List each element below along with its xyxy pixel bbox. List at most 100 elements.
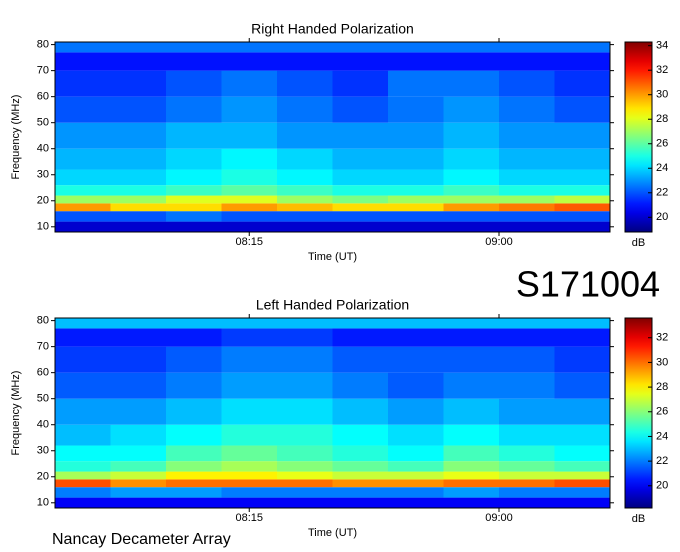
heatmap-cell	[277, 445, 333, 462]
x-tick-label: 09:00	[485, 236, 513, 248]
heatmap-cell	[55, 221, 111, 232]
y-axis-label: Frequency (MHz)	[10, 95, 22, 180]
heatmap-cell	[499, 461, 555, 472]
heatmap-cell	[388, 497, 444, 508]
colorbar-tick-label: 20	[656, 480, 668, 492]
heatmap-cell	[221, 122, 277, 149]
heatmap-cell	[554, 424, 610, 446]
heatmap-cell	[55, 148, 111, 170]
colorbar-tick-label: 32	[656, 332, 668, 344]
colorbar-tick-label: 34	[656, 40, 668, 52]
heatmap-cell	[277, 221, 333, 232]
heatmap-cell	[221, 471, 277, 480]
heatmap-cell	[499, 471, 555, 480]
heatmap-cell	[554, 70, 610, 97]
heatmap-cell	[110, 96, 166, 123]
heatmap-cell	[332, 461, 388, 472]
heatmap-cell	[166, 96, 222, 123]
heatmap-cell	[55, 445, 111, 462]
heatmap-cell	[388, 398, 444, 425]
heatmap-cell	[166, 42, 222, 53]
heatmap-cell	[166, 398, 222, 425]
heatmap-cell	[499, 122, 555, 149]
heatmap-cell	[55, 185, 111, 196]
heatmap-cell	[55, 203, 111, 212]
colorbar-tick-label: 24	[656, 430, 668, 442]
heatmap-cell	[110, 221, 166, 232]
colorbar	[624, 317, 653, 509]
heatmap-cell	[499, 328, 555, 347]
heatmap-cell	[388, 195, 444, 204]
heatmap-cell	[443, 445, 499, 462]
heatmap-cell	[443, 203, 499, 212]
y-tick-label: 80	[37, 39, 49, 51]
heatmap-cell	[388, 211, 444, 222]
heatmap-cell	[221, 445, 277, 462]
heatmap-cell	[388, 461, 444, 472]
heatmap-cell	[277, 42, 333, 53]
heatmap-cell	[166, 346, 222, 373]
heatmap-cell	[110, 424, 166, 446]
heatmap-cell	[166, 445, 222, 462]
heatmap-cell	[332, 328, 388, 347]
x-axis-label: Time (UT)	[308, 251, 357, 263]
y-tick-label: 60	[37, 91, 49, 103]
heatmap-cell	[499, 445, 555, 462]
heatmap-cell	[221, 185, 277, 196]
heatmap-cell	[55, 42, 111, 53]
heatmap-cell	[277, 195, 333, 204]
heatmap-cell	[55, 479, 111, 488]
heatmap-cell	[388, 479, 444, 488]
heatmap-cell	[55, 169, 111, 186]
heatmap-cell	[554, 42, 610, 53]
heatmap-cell	[277, 461, 333, 472]
heatmap-cell	[110, 318, 166, 329]
heatmap-cell	[110, 346, 166, 373]
heatmap-cell	[166, 497, 222, 508]
colorbar-tick-label: 30	[656, 356, 668, 368]
heatmap-cell	[55, 70, 111, 97]
x-axis-label: Time (UT)	[308, 527, 357, 539]
heatmap-cell	[554, 52, 610, 71]
heatmap-cell	[554, 487, 610, 498]
heatmap-cell	[554, 346, 610, 373]
colorbar-tick-label: 22	[656, 187, 668, 199]
heatmap-cell	[277, 211, 333, 222]
y-tick-label: 10	[37, 221, 49, 233]
heatmap-cell	[443, 318, 499, 329]
heatmap-cell	[499, 372, 555, 399]
heatmap-cell	[388, 346, 444, 373]
x-tick-label: 08:15	[235, 236, 263, 248]
heatmap-cell	[55, 497, 111, 508]
heatmap-cell	[499, 70, 555, 97]
heatmap-cell	[443, 185, 499, 196]
heatmap-cell	[499, 221, 555, 232]
heatmap-cell	[499, 42, 555, 53]
heatmap-cell	[166, 148, 222, 170]
heatmap-cell	[388, 52, 444, 71]
heatmap-cell	[166, 328, 222, 347]
y-tick-label: 50	[37, 117, 49, 129]
heatmap-cell	[554, 461, 610, 472]
heatmap-cell	[332, 221, 388, 232]
heatmap-cell	[221, 318, 277, 329]
heatmap-cell	[166, 203, 222, 212]
heatmap-cell	[332, 479, 388, 488]
heatmap-cell	[277, 471, 333, 480]
heatmap-cell	[277, 70, 333, 97]
heatmap-cell	[443, 328, 499, 347]
heatmap-cell	[332, 424, 388, 446]
heatmap-cell	[110, 148, 166, 170]
heatmap-cell	[221, 70, 277, 97]
heatmap-cell	[499, 497, 555, 508]
heatmap-cell	[332, 52, 388, 71]
y-tick-label: 70	[37, 65, 49, 77]
y-tick-label: 40	[37, 143, 49, 155]
heatmap-cell	[55, 96, 111, 123]
heatmap-cell	[166, 195, 222, 204]
heatmap-cell	[443, 211, 499, 222]
heatmap-cell	[55, 328, 111, 347]
heatmap-cell	[443, 70, 499, 97]
heatmap-cell	[499, 203, 555, 212]
